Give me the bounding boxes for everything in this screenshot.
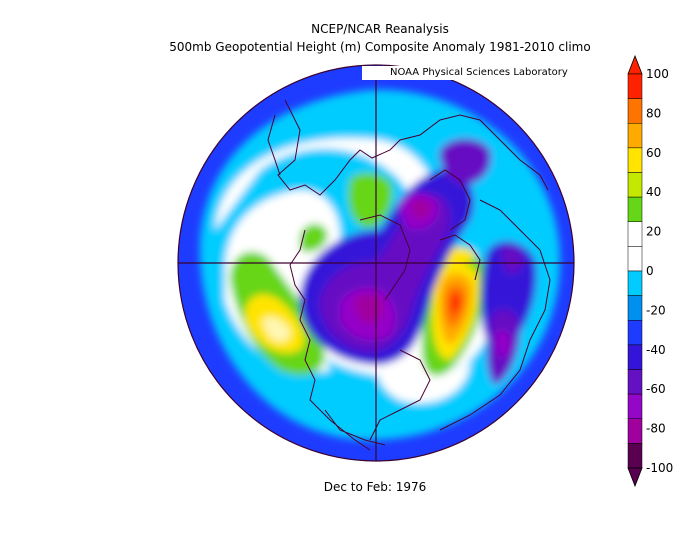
colorbar-tick-label: 20	[646, 225, 661, 239]
chart-title: NCEP/NCAR Reanalysis	[311, 22, 449, 36]
chart-subtitle: 500mb Geopotential Height (m) Composite …	[169, 40, 591, 54]
colorbar-arrow-top	[627, 54, 643, 75]
colorbar-tick-label: -60	[646, 382, 666, 396]
colorbar-segment	[627, 270, 643, 296]
colorbar-segment	[627, 98, 643, 124]
date-range-label: Dec to Feb: 1976	[323, 480, 427, 494]
colorbar-segment	[627, 418, 643, 444]
colorbar-segment	[627, 123, 643, 149]
colorbar-tick-label: 80	[646, 106, 661, 120]
colorbar-segment	[627, 295, 643, 321]
credit-label: NOAA Physical Sciences Laboratory	[362, 66, 568, 80]
colorbar-segments	[627, 54, 643, 488]
colorbar-tick-label: 40	[646, 185, 661, 199]
colorbar-tick-label: -100	[646, 461, 673, 475]
colorbar-segment	[627, 172, 643, 198]
map-border	[177, 64, 575, 462]
colorbar-segment	[627, 344, 643, 370]
colorbar-segment	[627, 221, 643, 247]
colorbar-segment	[627, 320, 643, 346]
colorbar-segment	[627, 369, 643, 395]
colorbar-tick-label: -20	[646, 303, 666, 317]
colorbar-tick-label: -80	[646, 422, 666, 436]
colorbar-tick-label: -40	[646, 343, 666, 357]
coastlines	[267, 99, 551, 451]
colorbar-segment	[627, 147, 643, 173]
colorbar-tick-label: 0	[646, 264, 654, 278]
colorbar-segment	[627, 196, 643, 222]
colorbar-segment	[627, 246, 643, 272]
colorbar-segment	[627, 73, 643, 99]
colorbar-tick-label: 60	[646, 146, 661, 160]
colorbar-arrow-bottom	[627, 467, 643, 488]
colorbar-segment	[627, 393, 643, 419]
colorbar-ticks: 100 80 60 40 20 0 -20 -40 -60 -80 -100	[646, 67, 673, 475]
colorbar-tick-label: 100	[646, 67, 669, 81]
colorbar-segment	[627, 443, 643, 469]
